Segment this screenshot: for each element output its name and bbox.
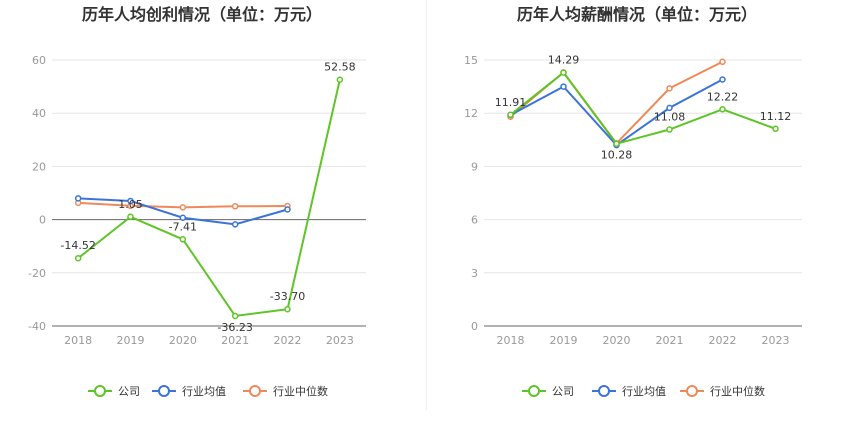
series-line <box>509 71 776 145</box>
y-tick-label: 3 <box>471 267 478 280</box>
data-point <box>719 58 726 66</box>
y-tick-label: -20 <box>28 267 46 280</box>
data-point <box>560 69 567 76</box>
legend-marker <box>158 385 170 397</box>
y-tick-label: 60 <box>32 54 46 67</box>
data-point <box>74 195 82 202</box>
data-point <box>613 140 620 147</box>
profit-per-capita-chart: 历年人均创利情况（单位：万元） -40 -20 0 20 40 60 2018 2019 2020… <box>28 5 366 398</box>
salary-chart-panel: 历年人均薪酬情况（单位：万元） 0 3 6 9 12 15 2018 2019 2020 2021 2… <box>425 0 850 437</box>
data-point <box>179 214 187 221</box>
y-tick-label: 40 <box>32 107 46 120</box>
y-tick-label: 20 <box>32 160 46 173</box>
data-point <box>74 254 82 262</box>
data-point <box>231 221 239 228</box>
data-label: 14.29 <box>548 54 580 67</box>
legend-marker <box>686 385 698 397</box>
x-tick-label: 2019 <box>117 334 145 347</box>
y-tick-label: -40 <box>28 320 46 333</box>
legend-label: 行业中位数 <box>710 384 765 398</box>
data-point <box>127 213 134 221</box>
x-tick-label: 2018 <box>497 334 525 347</box>
data-point <box>719 76 726 83</box>
data-point <box>179 236 187 243</box>
legend-label: 公司 <box>118 385 140 398</box>
x-tick-label: 2022 <box>709 334 737 347</box>
data-point <box>179 204 187 211</box>
legend-marker <box>598 385 610 397</box>
data-label: -36.23 <box>217 321 252 334</box>
data-label: -14.52 <box>60 239 95 252</box>
y-tick-label: 6 <box>471 214 478 227</box>
legend-marker <box>249 385 261 397</box>
data-point <box>666 104 673 112</box>
series-line <box>77 79 341 318</box>
legend-label: 行业均值 <box>182 385 226 398</box>
data-label: 10.28 <box>601 149 633 162</box>
data-point <box>719 106 726 113</box>
x-tick-label: 2019 <box>550 334 578 347</box>
profit-chart-panel: 历年人均创利情况（单位：万元） -40 -20 0 20 40 60 2018 2019 2020… <box>0 0 425 437</box>
data-point <box>336 76 344 83</box>
x-tick-label: 2020 <box>603 334 631 347</box>
data-point <box>284 206 291 213</box>
y-tick-label: 15 <box>464 54 478 67</box>
y-tick-label: 0 <box>471 320 478 333</box>
data-label: 1.05 <box>118 198 143 211</box>
data-label: 12.22 <box>707 90 739 103</box>
salary-per-capita-chart: 历年人均薪酬情况（单位：万元） 0 3 6 9 12 15 2018 2019 2020 2021 2… <box>464 5 802 398</box>
y-tick-label: 0 <box>39 214 46 227</box>
data-label: -7.41 <box>169 220 197 233</box>
chart-title: 历年人均薪酬情况（单位：万元） <box>517 5 757 24</box>
data-point <box>666 126 673 133</box>
data-label: 52.58 <box>324 61 356 74</box>
x-tick-label: 2021 <box>221 334 249 347</box>
x-tick-label: 2018 <box>64 334 92 347</box>
data-point <box>507 111 514 119</box>
data-label: 11.08 <box>654 111 686 124</box>
data-point <box>772 125 779 133</box>
legend-marker <box>528 385 540 397</box>
data-point <box>666 85 673 92</box>
chart-title: 历年人均创利情况（单位：万元） <box>82 5 322 24</box>
data-point <box>284 305 291 313</box>
data-label: 11.12 <box>760 110 792 123</box>
data-point <box>231 203 239 210</box>
data-point <box>560 83 567 90</box>
legend-marker <box>94 385 106 397</box>
legend-label: 公司 <box>552 385 574 398</box>
series-line <box>509 60 723 145</box>
legend-label: 行业中位数 <box>273 384 328 398</box>
x-tick-label: 2022 <box>274 334 302 347</box>
x-tick-label: 2020 <box>169 334 197 347</box>
x-tick-label: 2021 <box>656 334 684 347</box>
x-tick-label: 2023 <box>326 334 354 347</box>
data-point <box>231 312 239 320</box>
data-point <box>127 197 134 205</box>
x-tick-label: 2023 <box>762 334 790 347</box>
panel-divider <box>426 0 427 410</box>
data-label: 11.91 <box>495 96 527 109</box>
data-label: -33.70 <box>270 290 305 303</box>
y-tick-label: 9 <box>471 160 478 173</box>
legend-label: 行业均值 <box>622 385 666 398</box>
y-tick-label: 12 <box>464 107 478 120</box>
